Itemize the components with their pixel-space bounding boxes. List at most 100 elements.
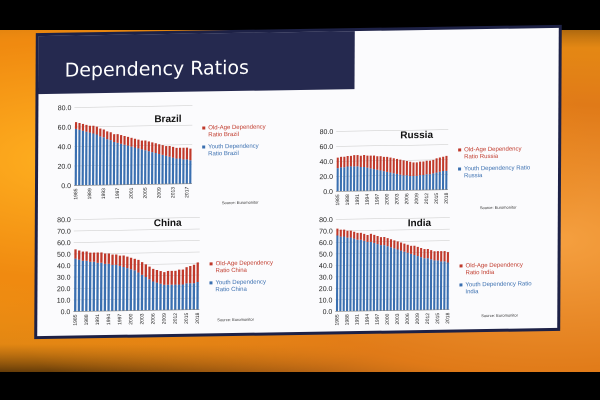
china-bar	[174, 284, 177, 310]
russia-bar	[441, 170, 445, 190]
russia-bar	[349, 166, 352, 192]
brazil-xtick-label: 2001	[129, 187, 135, 198]
india-bar	[356, 239, 359, 312]
russia-bar	[382, 156, 385, 172]
brazil-bar	[81, 130, 85, 186]
brazil-chart-title: Brazil	[154, 113, 182, 126]
china-xtick-label: 2012	[173, 313, 179, 324]
russia-bar	[346, 166, 349, 192]
russia-bar	[376, 169, 379, 191]
china-bar	[85, 260, 88, 312]
india-bar	[363, 233, 366, 241]
china-bar	[144, 277, 147, 311]
india-bar	[352, 238, 356, 312]
india-bar	[446, 252, 449, 263]
brazil-bar	[85, 124, 88, 132]
china-bar	[85, 251, 88, 261]
russia-xtick-label: 1985	[335, 194, 341, 205]
russia-bar	[412, 162, 415, 176]
russia-chart: 0.0 20.0 40.0 60.0 80.0 1985 1988 1991 1994 1997 2…	[319, 129, 450, 206]
brazil-bar	[109, 132, 112, 141]
russia-bar	[362, 166, 366, 191]
india-bar	[366, 234, 369, 242]
china-bar	[111, 264, 114, 311]
china-bar	[166, 284, 170, 311]
russia-xtick-label: 2015	[434, 193, 440, 204]
india-bar	[346, 230, 349, 238]
brazil-chart-panel: 0.0 20.0 40.0 60.0 80.0 1985 1989 1993 1997 2001 2…	[46, 98, 287, 218]
china-xtick-label: 1997	[117, 314, 123, 325]
india-bar	[396, 241, 399, 250]
china-bar	[99, 262, 103, 312]
russia-bar	[379, 170, 382, 191]
china-xtick-label: 2006	[151, 313, 157, 324]
brazil-bar	[182, 147, 185, 160]
brazil-xtick-label: 2009	[157, 187, 163, 198]
china-ytick-label: 50.0	[57, 252, 71, 259]
russia-bar	[432, 159, 435, 174]
india-bar	[392, 248, 396, 311]
brazil-bar	[185, 147, 189, 160]
brazil-bar	[140, 140, 143, 150]
brazil-bar	[126, 136, 130, 146]
india-bar	[336, 228, 339, 236]
legend-label-youth-russia: Youth Dependency Ratio Russia	[463, 165, 531, 180]
brazil-bar	[144, 150, 147, 185]
russia-bar	[399, 159, 402, 175]
china-bar	[140, 274, 144, 311]
china-bar	[100, 252, 103, 263]
india-bar	[393, 240, 396, 249]
brazil-ytick-label: 60.0	[58, 125, 72, 132]
india-bar	[413, 245, 416, 255]
china-xtick-label: 2018	[195, 312, 201, 323]
india-bar	[409, 253, 413, 311]
china-bar	[140, 262, 144, 275]
russia-bar	[445, 170, 448, 190]
brazil-bar	[189, 148, 192, 161]
india-bar	[335, 235, 339, 312]
india-bar	[433, 251, 436, 261]
brazil-xtick-label: 1993	[101, 188, 107, 199]
china-bar	[74, 249, 77, 259]
china-bar	[137, 259, 140, 273]
brazil-bar	[81, 123, 85, 131]
india-bar	[369, 233, 372, 242]
india-bar	[426, 248, 429, 259]
brazil-bar	[123, 135, 126, 145]
china-bar	[103, 263, 107, 312]
brazil-bar	[92, 125, 95, 134]
legend-item-youth-russia: Youth Dependency Ratio Russia	[458, 165, 533, 180]
russia-xtick-label: 2000	[385, 193, 391, 204]
china-xtick-label: 2015	[184, 312, 190, 323]
russia-bar	[415, 175, 418, 191]
india-bar	[366, 241, 369, 311]
china-bar	[133, 270, 136, 311]
india-bar	[423, 258, 426, 311]
india-ytick-label: 50.0	[319, 251, 333, 258]
india-bar	[359, 239, 362, 312]
russia-bar	[399, 174, 402, 191]
russia-xtick-label: 2006	[404, 193, 410, 204]
china-bar	[185, 283, 188, 310]
china-bar	[114, 264, 118, 311]
china-ytick-label: 40.0	[57, 263, 71, 270]
india-gridline	[335, 263, 450, 266]
india-bar	[420, 247, 423, 258]
russia-bar	[379, 156, 382, 171]
china-bar	[170, 270, 173, 285]
india-xtick-label: 2015	[435, 313, 441, 324]
russia-bar	[419, 161, 422, 176]
legend-item-youth-brazil: Youth Dependency Ratio Brazil	[202, 143, 272, 158]
russia-legend: Old-Age Dependency Ratio Russia Youth De…	[458, 146, 533, 185]
india-legend: Old-Age Dependency Ratio India Youth Dep…	[459, 262, 537, 301]
india-gridline	[335, 217, 450, 220]
russia-bar	[435, 172, 438, 190]
brazil-bar	[137, 139, 140, 149]
brazil-ytick-label: 80.0	[58, 105, 72, 112]
china-ytick-label: 30.0	[57, 275, 71, 282]
brazil-bar	[133, 147, 137, 185]
russia-bar	[428, 160, 432, 175]
india-bar	[379, 245, 382, 311]
china-gridline	[73, 240, 200, 243]
china-chart-title: China	[153, 217, 182, 230]
